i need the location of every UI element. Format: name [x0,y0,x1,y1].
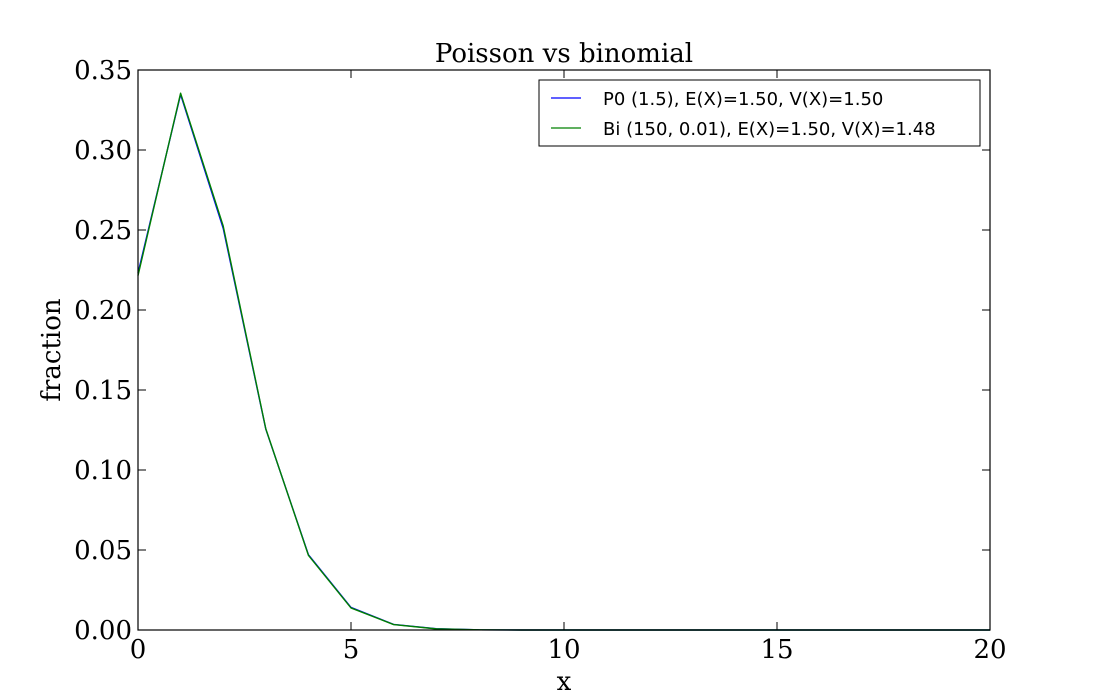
x-tick-label: 5 [343,635,360,665]
y-tick-label: 0.20 [74,296,132,326]
y-tick-label: 0.15 [74,376,132,406]
legend-label-series-2: Bi (150, 0.01), E(X)=1.50, V(X)=1.48 [603,119,936,140]
chart-title: Poisson vs binomial [435,39,693,69]
y-tick-label: 0.35 [74,56,132,86]
x-tick-label: 10 [547,635,580,665]
y-tick-label: 0.10 [74,456,132,486]
y-ticks: 0.00 0.05 0.10 0.15 0.20 0.25 0.30 0.35 [74,56,990,646]
y-tick-label: 0.30 [74,136,132,166]
legend: P0 (1.5), E(X)=1.50, V(X)=1.50 Bi (150, … [538,79,981,147]
legend-label-series-1: P0 (1.5), E(X)=1.50, V(X)=1.50 [603,89,883,110]
x-tick-label: 15 [760,635,793,665]
y-tick-label: 0.05 [74,536,132,566]
y-tick-label: 0.25 [74,216,132,246]
y-axis-label: fraction [37,298,67,402]
legend-box [538,79,981,147]
x-axis-label: x [557,667,572,697]
y-tick-label: 0.00 [74,616,132,646]
x-ticks: 0 5 10 15 20 [130,70,1007,665]
x-tick-label: 20 [973,635,1006,665]
x-tick-label: 0 [130,635,147,665]
